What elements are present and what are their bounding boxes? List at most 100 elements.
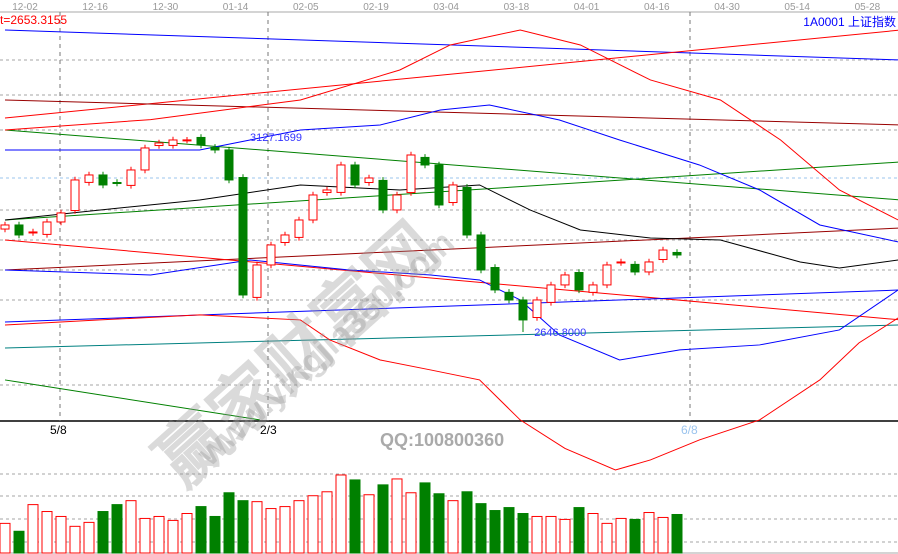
volume-bar xyxy=(419,482,431,554)
date-label-mid: 2/3 xyxy=(260,423,277,437)
candle-body xyxy=(616,261,626,264)
date-tick: 03-18 xyxy=(504,2,530,13)
volume-bar xyxy=(279,506,291,554)
volume-bar xyxy=(671,513,683,554)
candle-body xyxy=(392,194,402,211)
volume-bar xyxy=(13,530,25,554)
candle-body xyxy=(140,147,150,171)
candle-body xyxy=(672,251,682,256)
volume-bar xyxy=(237,500,249,554)
candle-body xyxy=(658,249,668,261)
date-tick: 01-14 xyxy=(223,2,249,13)
candle-body xyxy=(336,164,346,193)
volume-bar xyxy=(209,515,221,554)
date-tick: 12-30 xyxy=(153,2,179,13)
date-tick: 12-02 xyxy=(12,2,38,13)
volume-bar xyxy=(601,522,613,554)
volume-bar xyxy=(293,500,305,554)
volume-bar xyxy=(475,503,487,554)
volume-bar xyxy=(657,516,669,554)
volume-bar xyxy=(643,512,655,554)
candle-body xyxy=(490,267,500,291)
candle-body xyxy=(434,164,444,206)
volume-bar xyxy=(97,511,109,554)
candle-body xyxy=(364,177,374,184)
date-tick: 04-01 xyxy=(574,2,600,13)
indicator-line xyxy=(4,99,898,126)
date-label-end: 6/8 xyxy=(681,423,698,437)
candle-body xyxy=(546,284,556,303)
candle-body xyxy=(98,174,108,186)
candle-body xyxy=(504,291,514,301)
volume-bar xyxy=(181,513,193,554)
candle-body xyxy=(602,264,612,286)
volume-bar xyxy=(27,504,39,554)
indicator-line xyxy=(4,379,260,421)
candle-body xyxy=(420,156,430,166)
candle-body xyxy=(112,182,122,185)
volume-bar xyxy=(307,495,319,554)
volume-bar xyxy=(433,493,445,554)
volume-bar xyxy=(0,522,11,554)
volume-bar xyxy=(139,517,151,554)
price-annotation: 3127.1699 xyxy=(250,132,302,144)
candle-body xyxy=(56,212,66,223)
volume-bar xyxy=(391,478,403,554)
candle-body xyxy=(84,174,94,183)
volume-bar xyxy=(167,519,179,554)
volume-bar xyxy=(125,500,137,554)
date-tick: 04-30 xyxy=(714,2,740,13)
candle-body xyxy=(462,186,472,236)
volume-bar xyxy=(587,513,599,554)
volume-bar xyxy=(461,491,473,554)
volume-bar xyxy=(83,521,95,554)
candle-body xyxy=(266,244,276,266)
date-tick: 04-16 xyxy=(644,2,670,13)
volume-bar xyxy=(335,474,347,554)
volume-bar xyxy=(531,515,543,554)
candle-body xyxy=(252,264,262,298)
candle-body xyxy=(322,189,332,194)
candle-body xyxy=(70,179,80,212)
volume-bar xyxy=(545,515,557,554)
date-tick: 02-19 xyxy=(363,2,389,13)
candle-body xyxy=(210,146,220,151)
date-tick: 02-05 xyxy=(293,2,319,13)
volume-bar xyxy=(405,492,417,554)
candle-body xyxy=(294,219,304,238)
volume-bar xyxy=(447,500,459,554)
candle-body xyxy=(532,299,542,318)
indicator-line xyxy=(5,104,898,243)
candle-body xyxy=(280,234,290,244)
candle-body xyxy=(126,169,136,186)
volume-bar xyxy=(69,525,81,554)
volume-bar xyxy=(111,504,123,554)
indicator-line xyxy=(4,184,898,269)
indicator-line xyxy=(4,314,898,471)
indicator-line xyxy=(4,129,898,201)
candle-body xyxy=(28,231,38,234)
candle-body xyxy=(0,224,10,230)
indicator-line xyxy=(4,29,898,221)
candle-body xyxy=(42,221,52,235)
candle-body xyxy=(644,261,654,273)
volume-bar xyxy=(41,511,53,554)
indicator-line xyxy=(4,29,898,119)
candle-body xyxy=(630,263,640,273)
volume-bar xyxy=(55,515,67,554)
qq-watermark: QQ:100800360 xyxy=(380,430,505,450)
volume-bar xyxy=(223,492,235,554)
date-tick: 05-14 xyxy=(784,2,810,13)
candle-body xyxy=(406,154,416,194)
candle-body xyxy=(448,184,458,204)
candle-body xyxy=(308,194,318,221)
volume-bar xyxy=(265,508,277,554)
date-tick: 12-16 xyxy=(82,2,108,13)
volume-bar xyxy=(377,484,389,554)
candle-body xyxy=(378,179,388,211)
indicator-line xyxy=(4,324,898,349)
candle-body xyxy=(238,177,248,296)
indicator-line xyxy=(4,227,898,271)
candle-body xyxy=(168,139,178,146)
symbol-label: 1A0001 上证指数 xyxy=(803,15,896,29)
